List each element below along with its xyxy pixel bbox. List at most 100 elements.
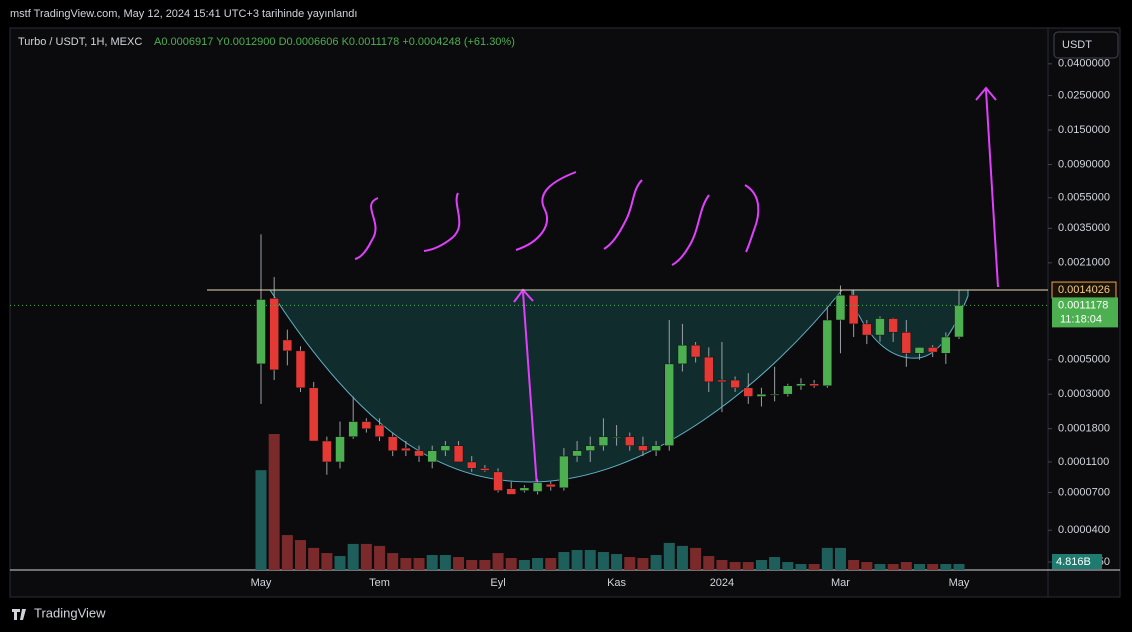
- candle-body: [769, 393, 780, 396]
- volume-bar: [874, 564, 886, 570]
- countdown-label: 11:18:04: [1060, 313, 1102, 325]
- squiggle: [603, 179, 643, 250]
- currency-button-label[interactable]: USDT: [1062, 39, 1092, 51]
- candle-body: [941, 336, 951, 354]
- x-tick-label: Kas: [607, 577, 626, 589]
- y-tick-label: 0.0005000: [1058, 354, 1110, 366]
- volume-bar: [308, 547, 320, 570]
- y-tick-label: 0.0150000: [1058, 124, 1110, 136]
- volume-bar: [650, 555, 662, 570]
- volume-bar: [611, 554, 623, 570]
- candle-body: [809, 383, 819, 386]
- volume-bar: [676, 545, 688, 570]
- squiggle: [671, 194, 710, 266]
- candle-body: [914, 347, 925, 354]
- volume-bar: [808, 564, 820, 570]
- candle-body: [704, 356, 714, 383]
- current-price-box: [1052, 297, 1118, 328]
- y-tick-label: 0.0021000: [1058, 257, 1110, 269]
- candle-body: [401, 447, 411, 451]
- candle-body: [651, 445, 661, 451]
- volume-bar: [360, 543, 372, 570]
- y-tick-label: 0.0400000: [1058, 58, 1110, 70]
- volume-bar: [624, 557, 636, 570]
- candle-body: [585, 445, 595, 451]
- annotation-strokes: [354, 86, 999, 488]
- volume-bar: [729, 562, 741, 570]
- volume-bar: [374, 545, 386, 570]
- volume-bar: [558, 552, 570, 570]
- volume-bar: [795, 564, 807, 570]
- volume-bar: [742, 562, 754, 570]
- currency-button[interactable]: [1053, 31, 1119, 59]
- volume-bar: [281, 535, 293, 570]
- ohlc-legend: A0.0006917 Y0.0012900 D0.0006606 K0.0011…: [154, 36, 515, 48]
- squiggle: [515, 171, 577, 251]
- x-tick-label: Tem: [369, 577, 390, 589]
- y-tick-label: 0.0250000: [1058, 89, 1110, 101]
- candle-body: [322, 440, 332, 463]
- candle-body: [572, 450, 582, 457]
- volume-bar: [479, 560, 491, 570]
- volume-bar: [637, 558, 649, 570]
- candle-body: [440, 445, 451, 451]
- candle-body: [927, 347, 938, 353]
- squiggle: [354, 197, 379, 260]
- volume-bar: [927, 564, 939, 570]
- volume-bar: [940, 564, 952, 570]
- volume-bar: [755, 560, 767, 570]
- volume-bar: [439, 555, 451, 570]
- volume-bar: [861, 562, 873, 570]
- candle-body: [796, 383, 806, 386]
- candle-body: [848, 294, 859, 325]
- volume-bar: [584, 550, 596, 570]
- candle-body: [269, 298, 279, 371]
- volume-bar: [716, 560, 728, 570]
- candle-body: [677, 344, 688, 365]
- y-tick-label: 0.0090000: [1058, 158, 1110, 170]
- volume-bar: [413, 558, 425, 570]
- candle-body: [901, 332, 912, 354]
- volume-label: 4.816B: [1056, 556, 1091, 568]
- volume-bar: [703, 556, 715, 570]
- symbol: Turbo / USDT, 1H, MEXC: [18, 36, 142, 48]
- volume-bar: [913, 564, 925, 570]
- candle-body: [335, 436, 345, 463]
- level-label: 0.0014026: [1058, 284, 1110, 296]
- candle-body: [598, 436, 609, 446]
- x-tick-label: May: [251, 577, 272, 589]
- candle-body: [256, 299, 266, 365]
- candle-body: [730, 379, 740, 389]
- header: mstf TradingView.com, May 12, 2024 15:41…: [10, 8, 357, 20]
- candle-body: [638, 445, 648, 451]
- volume-bar: [532, 558, 544, 570]
- cup-drawing: [269, 289, 844, 483]
- candle-body: [756, 393, 767, 397]
- volume-bar: [426, 555, 438, 570]
- candle-body: [480, 468, 490, 471]
- candle-body: [862, 323, 872, 336]
- volume-bar: [848, 560, 860, 570]
- volume-bar: [597, 552, 609, 570]
- candle-body: [308, 387, 319, 442]
- x-tick-label: May: [949, 577, 970, 589]
- volume-bar: [518, 560, 530, 570]
- volume-bar: [492, 553, 504, 570]
- candle-body: [427, 450, 437, 463]
- x-tick-label: Mar: [831, 577, 850, 589]
- volume-bar: [834, 547, 846, 570]
- y-tick-label: 0.0035000: [1058, 222, 1110, 234]
- candle-body: [532, 482, 543, 492]
- footer-logo: [12, 609, 26, 620]
- y-tick-label: 0.0000400: [1058, 524, 1110, 536]
- candle-body: [545, 484, 556, 488]
- squiggle: [744, 184, 760, 253]
- volume-bar: [347, 543, 359, 570]
- current-price-label: 0.0011178: [1058, 299, 1108, 311]
- footer-brand: TradingView: [34, 605, 106, 620]
- candle-body: [519, 487, 530, 491]
- chart-frame: [9, 27, 1121, 598]
- candle-body: [506, 488, 516, 495]
- candle-body: [453, 445, 464, 463]
